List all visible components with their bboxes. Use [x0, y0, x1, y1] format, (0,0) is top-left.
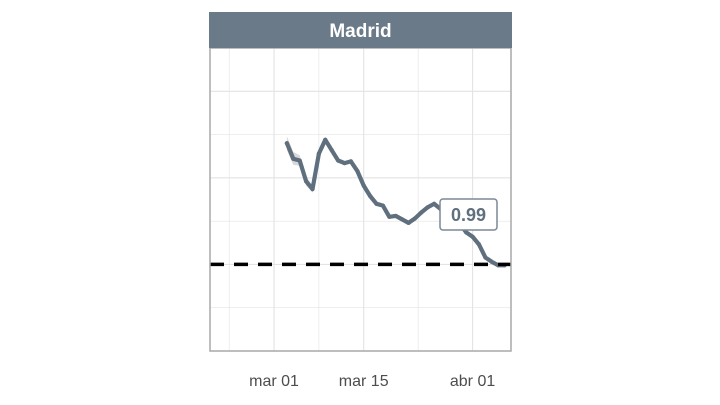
data-point — [335, 158, 341, 163]
data-point — [432, 201, 437, 206]
data-point — [310, 187, 315, 192]
data-point — [374, 201, 379, 206]
data-point — [489, 259, 494, 264]
data-point — [361, 183, 366, 188]
data-point — [316, 151, 321, 156]
data-point — [284, 141, 289, 146]
data-point — [291, 156, 296, 161]
data-point — [323, 137, 328, 142]
data-point — [406, 220, 411, 225]
data-point — [393, 213, 398, 219]
last-value-box — [439, 198, 498, 231]
data-point — [342, 161, 347, 166]
data-point — [425, 205, 430, 210]
data-point — [368, 193, 373, 199]
data-point — [380, 203, 386, 208]
data-point — [329, 148, 334, 153]
grid-minor-vertical — [228, 48, 419, 351]
data-point — [400, 217, 405, 222]
data-point — [412, 216, 418, 221]
x-tick-label: abr 01 — [450, 373, 495, 390]
data-point — [355, 168, 360, 174]
data-point — [297, 158, 302, 163]
data-point — [348, 159, 353, 164]
data-point — [419, 210, 424, 215]
data-point — [303, 179, 309, 184]
x-axis-ticks: mar 01 mar 15 abr 01 — [249, 373, 495, 390]
last-value-text: 0.99 — [451, 205, 486, 225]
data-point — [387, 214, 392, 219]
data-point — [464, 230, 469, 235]
chart-title: Madrid — [329, 21, 391, 42]
data-point — [483, 255, 488, 260]
data-point — [470, 234, 475, 239]
data-point — [476, 242, 482, 247]
x-tick-label: mar 01 — [249, 373, 299, 390]
strip-header — [209, 12, 512, 48]
x-tick-label: mar 15 — [339, 373, 389, 390]
last-value-label: 0.99 — [439, 198, 498, 231]
